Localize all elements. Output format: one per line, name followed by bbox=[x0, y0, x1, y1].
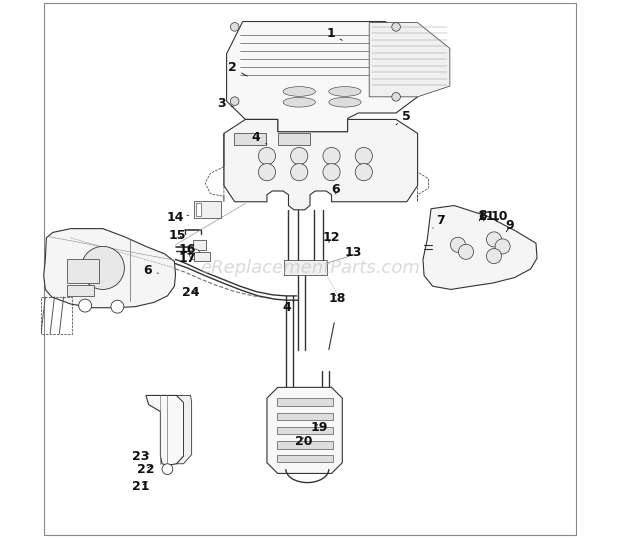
Bar bbox=[193, 240, 206, 250]
Circle shape bbox=[291, 147, 308, 165]
Circle shape bbox=[392, 23, 401, 31]
Text: 15: 15 bbox=[169, 229, 187, 242]
Bar bbox=[277, 455, 332, 462]
Polygon shape bbox=[146, 395, 184, 465]
Ellipse shape bbox=[283, 97, 316, 107]
Circle shape bbox=[355, 164, 373, 181]
Text: 1: 1 bbox=[326, 27, 342, 40]
Text: 22: 22 bbox=[136, 463, 154, 476]
Text: 12: 12 bbox=[323, 231, 340, 244]
Text: 8: 8 bbox=[478, 209, 487, 222]
Circle shape bbox=[259, 147, 275, 165]
Text: 9: 9 bbox=[506, 220, 515, 232]
Text: 7: 7 bbox=[433, 214, 445, 228]
Polygon shape bbox=[226, 22, 418, 132]
Polygon shape bbox=[224, 119, 418, 210]
Circle shape bbox=[487, 249, 502, 264]
Ellipse shape bbox=[329, 97, 361, 107]
Polygon shape bbox=[43, 229, 175, 308]
Circle shape bbox=[495, 239, 510, 254]
Text: 6: 6 bbox=[143, 264, 158, 277]
Bar bbox=[284, 260, 327, 275]
Circle shape bbox=[111, 300, 124, 313]
Text: 21: 21 bbox=[132, 480, 150, 493]
Bar bbox=[196, 203, 202, 216]
Text: 19: 19 bbox=[311, 421, 329, 434]
Bar bbox=[277, 441, 332, 449]
Text: 20: 20 bbox=[294, 435, 312, 448]
Circle shape bbox=[450, 237, 466, 252]
Ellipse shape bbox=[329, 87, 361, 96]
Text: eReplacementParts.com: eReplacementParts.com bbox=[200, 259, 420, 277]
Text: 4: 4 bbox=[282, 301, 294, 314]
Text: 13: 13 bbox=[344, 246, 361, 259]
Circle shape bbox=[81, 246, 125, 289]
Circle shape bbox=[392, 93, 401, 101]
Circle shape bbox=[190, 249, 200, 260]
Bar bbox=[67, 285, 94, 296]
Polygon shape bbox=[369, 23, 450, 97]
Circle shape bbox=[231, 97, 239, 105]
Bar bbox=[234, 133, 266, 145]
Text: 18: 18 bbox=[328, 292, 345, 305]
Text: 17: 17 bbox=[179, 252, 196, 265]
Text: 11: 11 bbox=[478, 210, 495, 223]
Circle shape bbox=[291, 164, 308, 181]
Bar bbox=[277, 398, 332, 406]
Text: 4: 4 bbox=[252, 131, 267, 144]
Circle shape bbox=[79, 299, 92, 312]
Polygon shape bbox=[177, 395, 192, 464]
Text: 23: 23 bbox=[133, 450, 150, 463]
Text: 14: 14 bbox=[167, 211, 188, 224]
Text: 5: 5 bbox=[396, 110, 411, 125]
Polygon shape bbox=[423, 206, 537, 289]
Circle shape bbox=[323, 164, 340, 181]
Circle shape bbox=[355, 147, 373, 165]
Text: 16: 16 bbox=[179, 243, 196, 256]
Text: 2: 2 bbox=[228, 61, 247, 76]
Bar bbox=[277, 427, 332, 434]
Circle shape bbox=[231, 23, 239, 31]
Bar bbox=[277, 413, 332, 420]
Bar bbox=[278, 133, 310, 145]
Circle shape bbox=[458, 244, 474, 259]
Text: 10: 10 bbox=[490, 210, 508, 223]
Text: 6: 6 bbox=[332, 183, 340, 196]
Text: 3: 3 bbox=[218, 97, 233, 110]
Bar bbox=[67, 259, 99, 283]
Ellipse shape bbox=[283, 87, 316, 96]
Circle shape bbox=[487, 232, 502, 247]
Bar bbox=[194, 252, 210, 261]
Circle shape bbox=[323, 147, 340, 165]
Bar bbox=[194, 201, 221, 218]
Circle shape bbox=[162, 464, 173, 475]
Circle shape bbox=[259, 164, 275, 181]
Text: 24: 24 bbox=[182, 286, 199, 299]
Polygon shape bbox=[267, 387, 342, 473]
